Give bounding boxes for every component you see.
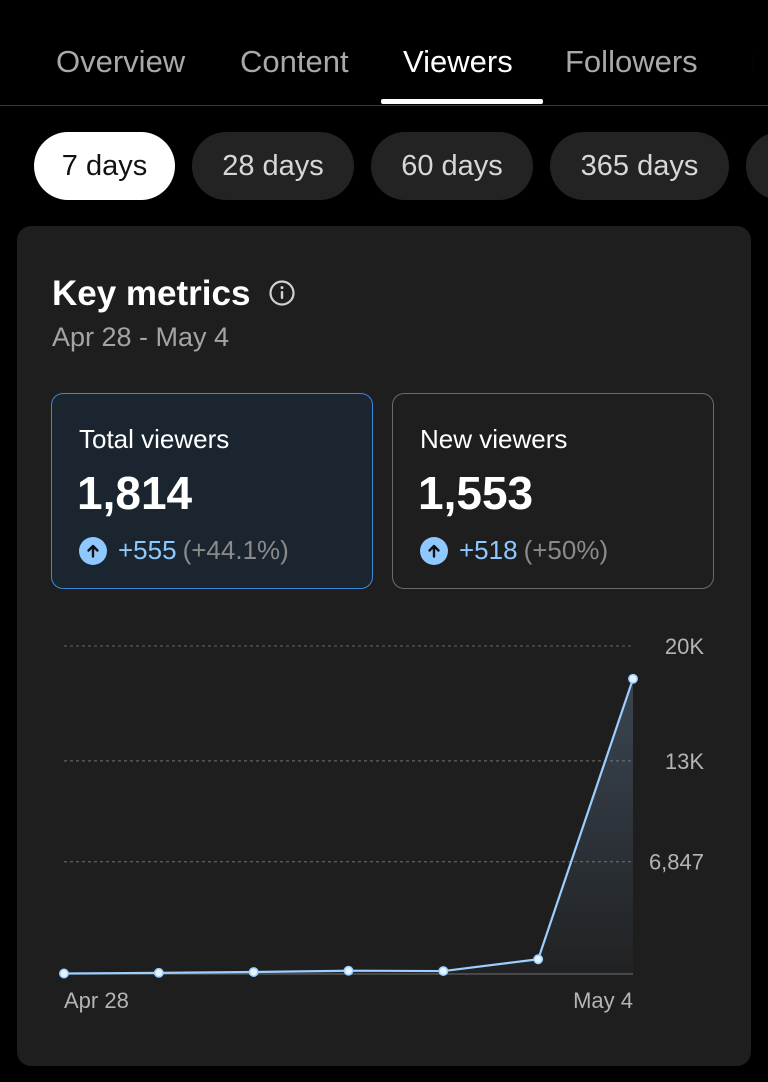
key-metrics-card: Key metrics Apr 28 - May 4 Total viewers… — [17, 226, 751, 1066]
range-60-days-label: 60 days — [401, 149, 503, 182]
metric-value: 1,553 — [418, 467, 534, 519]
metric-change: +518 (+50%) — [420, 535, 608, 566]
metric-percent: (+50%) — [523, 535, 609, 565]
range-selector: 7 days 28 days 60 days 365 days — [0, 132, 768, 202]
metric-delta: +555 — [118, 535, 177, 565]
new-viewers-metric[interactable]: New viewers 1,553 +518 (+50%) — [392, 393, 714, 589]
y-tick-label: 20K — [665, 634, 704, 659]
y-tick-label: 6,847 — [649, 850, 704, 875]
range-28-days-chip[interactable]: 28 days — [192, 132, 354, 200]
chart-point — [628, 673, 638, 684]
tab-fade — [698, 0, 768, 104]
metric-value: 1,814 — [77, 467, 193, 519]
range-365-days-chip[interactable]: 365 days — [550, 132, 729, 200]
chart-point — [533, 954, 544, 965]
chart-point — [153, 967, 164, 978]
range-60-days-chip[interactable]: 60 days — [371, 132, 533, 200]
arrow-up-icon — [420, 536, 448, 565]
tab-followers[interactable]: Followers — [565, 44, 698, 79]
info-icon[interactable] — [268, 279, 296, 307]
chart-point — [438, 966, 449, 976]
chart-point — [248, 967, 259, 977]
total-viewers-metric[interactable]: Total viewers 1,814 +555 (+44.1%) — [51, 393, 373, 589]
chart-point — [59, 968, 69, 979]
metric-label: New viewers — [420, 424, 568, 454]
tab-viewers[interactable]: Viewers — [403, 44, 513, 79]
card-title: Key metrics — [52, 274, 251, 313]
chart-area — [64, 678, 633, 974]
metric-percent: (+44.1%) — [182, 535, 289, 565]
range-28-days-label: 28 days — [222, 149, 324, 182]
tab-bar: Overview Content Viewers Followers L — [0, 0, 768, 106]
x-tick-label: May 4 — [573, 988, 633, 1013]
chart-point — [343, 965, 354, 976]
metric-label: Total viewers — [79, 424, 230, 454]
tab-content[interactable]: Content — [240, 44, 349, 79]
viewers-chart: 20K 13K 6,847 Apr 28 May 4 — [59, 634, 704, 1013]
tab-overview[interactable]: Overview — [56, 44, 186, 79]
tab-active-indicator — [381, 99, 543, 104]
arrow-up-icon — [79, 536, 107, 565]
x-tick-label: Apr 28 — [64, 988, 129, 1013]
metric-change: +555 (+44.1%) — [79, 535, 289, 566]
y-tick-label: 13K — [665, 749, 704, 774]
chart-series-line — [63, 678, 635, 975]
range-more-chip[interactable] — [746, 132, 768, 200]
metric-delta: +518 — [459, 535, 518, 565]
range-365-days-label: 365 days — [580, 149, 699, 182]
range-7-days-label: 7 days — [61, 149, 148, 182]
date-range: Apr 28 - May 4 — [52, 322, 230, 352]
range-7-days-chip[interactable]: 7 days — [34, 132, 175, 200]
